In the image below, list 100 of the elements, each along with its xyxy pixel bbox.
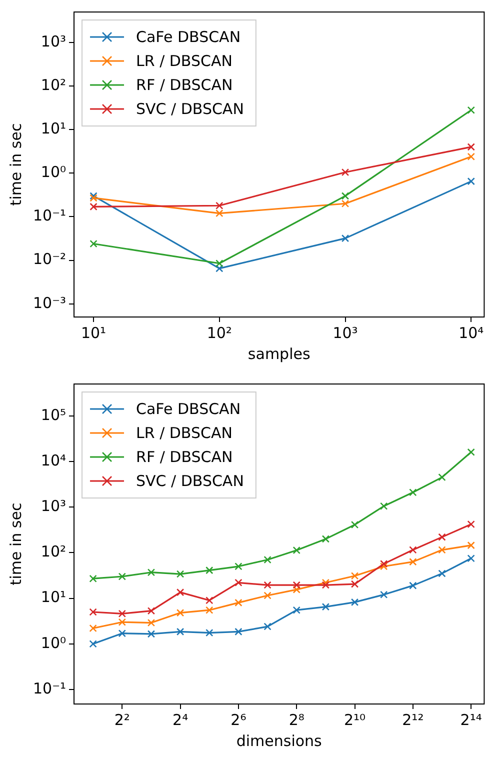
point	[341, 192, 350, 200]
point	[438, 473, 446, 482]
point	[206, 628, 214, 637]
point	[438, 546, 446, 554]
y-tick-label: 10²	[40, 542, 66, 561]
point	[467, 106, 475, 114]
point	[147, 630, 156, 638]
point	[216, 264, 224, 272]
point	[438, 570, 446, 578]
point	[350, 598, 359, 606]
point	[467, 143, 475, 151]
y-tick-label: 10⁰	[40, 634, 66, 652]
point	[234, 628, 242, 636]
point	[322, 578, 330, 586]
x-tick-label: 10³	[332, 324, 358, 342]
point	[206, 606, 214, 614]
point	[89, 640, 97, 648]
point	[90, 202, 98, 211]
point	[350, 572, 359, 580]
y-tick-label: 10¹	[40, 588, 66, 606]
y-axis-title: time in sec	[6, 502, 25, 586]
point	[341, 200, 350, 208]
y-tick-label: 10⁴	[40, 451, 66, 470]
point	[409, 546, 417, 554]
point	[292, 586, 300, 594]
y-tick-label: 10⁻²	[32, 250, 66, 268]
x-axis-title: dimensions	[236, 732, 322, 750]
point	[292, 606, 300, 614]
y-axis-title: time in sec	[6, 123, 25, 206]
point	[467, 448, 475, 456]
legend-label: RF / DBSCAN	[136, 76, 233, 94]
y-tick-label: 10¹	[40, 119, 66, 138]
x-tick-label: 2⁸	[288, 710, 304, 729]
x-tick-label: 10⁴	[458, 324, 484, 342]
x-axis-title: samples	[248, 344, 310, 363]
point	[118, 572, 126, 580]
x-tick-label: 2²	[114, 710, 130, 729]
point	[467, 541, 475, 550]
legend-label: SVC / DBSCAN	[136, 100, 244, 118]
point	[234, 562, 242, 570]
point	[118, 618, 126, 626]
point	[176, 608, 184, 617]
point	[147, 568, 156, 576]
point	[206, 596, 214, 604]
point	[409, 488, 417, 496]
point	[90, 240, 98, 248]
point	[341, 168, 350, 176]
point	[341, 234, 350, 242]
legend-label: LR / DBSCAN	[136, 424, 232, 442]
point	[118, 630, 126, 638]
point	[350, 520, 359, 529]
point	[350, 580, 359, 588]
y-tick-label: 10⁻³	[32, 294, 66, 312]
point	[264, 622, 272, 630]
x-tick-label: 2¹²	[402, 710, 424, 729]
point	[176, 628, 184, 636]
point	[234, 578, 242, 586]
legend-label: SVC / DBSCAN	[136, 472, 244, 490]
legend-label: LR / DBSCAN	[136, 52, 232, 70]
point	[264, 556, 272, 564]
point	[89, 608, 97, 616]
point	[467, 177, 475, 186]
legend-label: RF / DBSCAN	[136, 448, 233, 466]
point	[89, 624, 97, 632]
x-tick-label: 10¹	[80, 324, 106, 342]
point	[147, 607, 156, 615]
point	[292, 581, 300, 589]
x-tick-label: 2⁴	[172, 710, 188, 729]
x-tick-label: 2⁶	[230, 710, 246, 729]
point	[467, 554, 475, 562]
point	[216, 260, 224, 268]
point	[467, 152, 475, 160]
y-tick-label: 10⁰	[40, 163, 66, 182]
point	[322, 602, 330, 611]
point	[216, 202, 224, 210]
x-tick-label: 2¹⁰	[344, 710, 366, 729]
point	[322, 535, 330, 543]
point	[234, 598, 242, 607]
point	[409, 582, 417, 590]
y-tick-label: 10⁻¹	[32, 679, 66, 698]
legend-label: CaFe DBSCAN	[136, 28, 241, 46]
point	[380, 560, 388, 568]
point	[147, 618, 156, 627]
x-tick-label: 10²	[206, 324, 232, 342]
point	[292, 546, 300, 554]
y-tick-label: 10²	[40, 76, 66, 94]
y-tick-label: 10⁻¹	[32, 206, 66, 225]
point	[322, 581, 330, 589]
point	[380, 590, 388, 598]
point	[89, 574, 97, 582]
point	[118, 610, 126, 618]
point	[206, 566, 214, 574]
point	[438, 533, 446, 541]
x-tick-label: 2¹⁴	[460, 710, 482, 729]
point	[380, 502, 388, 510]
point	[380, 562, 388, 570]
point	[264, 592, 272, 600]
point	[467, 520, 475, 528]
point	[216, 209, 224, 218]
point	[409, 558, 417, 566]
